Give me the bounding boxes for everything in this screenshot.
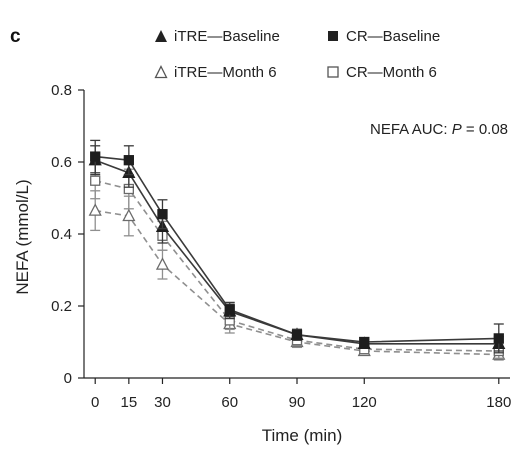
data-point-cr-baseline [291,329,303,340]
y-tick-label: 0.4 [51,226,72,243]
legend-item-itre-baseline: iTRE—Baseline [154,27,280,45]
data-point-itre-month-6 [155,257,170,270]
legend-label: CR—Baseline [346,27,441,45]
legend-item-cr-month6: CR—Month 6 [326,63,437,81]
x-tick-label: 180 [486,394,511,411]
auc-annotation: NEFA AUC: P = 0.08 [370,121,508,138]
y-tick-label: 0.2 [51,298,72,315]
filled-triangle-marker-icon [155,30,167,43]
data-point-cr-baseline [90,151,101,162]
x-tick-label: 0 [91,394,99,411]
series-line-cr-baseline [95,155,499,343]
data-point-itre-month-6 [88,203,102,216]
annotation-p-symbol: P [451,121,462,138]
x-axis-label: Time (min) [262,426,343,445]
data-point-cr-baseline [157,209,168,220]
x-tick-label: 90 [289,394,306,411]
legend-label: iTRE—Month 6 [174,63,277,81]
x-tick-label: 15 [120,394,137,411]
series-line-cr-month-6 [95,179,499,352]
y-axis-label: NEFA (mmol/L) [13,179,32,294]
data-point-itre-month-6 [122,208,136,222]
open-triangle-marker-icon [154,65,168,79]
legend-label: iTRE—Baseline [174,27,280,45]
data-point-cr-baseline [224,304,235,315]
annotation-prefix: NEFA AUC: [370,121,452,138]
x-tick-label: 30 [154,394,171,411]
y-tick-label: 0.8 [51,82,72,99]
legend-item-itre-month6: iTRE—Month 6 [154,63,277,81]
data-point-cr-month-6 [90,175,101,186]
legend-item-cr-baseline: CR—Baseline [326,27,440,45]
legend-label: CR—Month 6 [346,63,437,81]
y-tick-label: 0 [64,370,72,387]
series-line-itre-baseline [94,159,499,345]
filled-square-marker-icon [328,31,338,42]
annotation-suffix: = 0.08 [461,121,509,138]
data-point-cr-baseline [123,155,134,166]
data-point-cr-baseline [359,336,370,348]
open-square-marker-icon [327,66,339,78]
panel-label: c [10,26,21,47]
x-tick-label: 60 [221,394,238,411]
data-point-cr-baseline [493,333,504,344]
x-tick-label: 120 [352,394,377,411]
y-tick-label: 0.6 [51,154,72,171]
